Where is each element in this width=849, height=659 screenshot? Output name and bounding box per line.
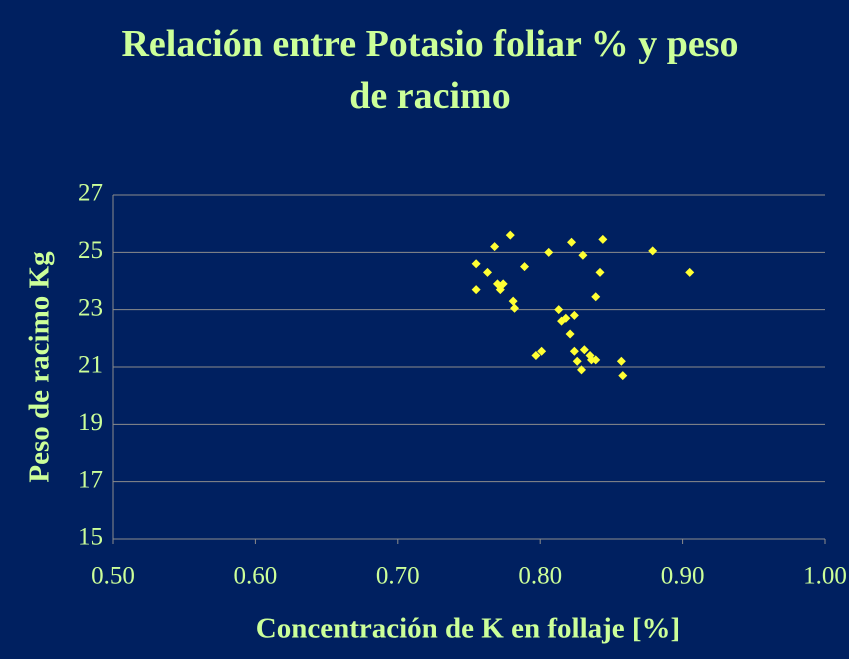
data-point <box>569 310 579 320</box>
data-point <box>616 356 626 366</box>
x-tick-label: 0.60 <box>234 563 278 590</box>
data-point <box>591 355 601 365</box>
y-tick-label: 19 <box>78 409 103 436</box>
data-point <box>567 237 577 247</box>
data-point <box>483 267 493 277</box>
data-point <box>685 267 695 277</box>
data-point <box>520 262 530 272</box>
data-point <box>505 230 515 240</box>
y-tick-label: 17 <box>78 466 103 493</box>
y-tick-label: 27 <box>78 180 103 207</box>
data-point <box>498 279 508 289</box>
y-axis-label: Peso de racimo Kg <box>24 251 56 483</box>
x-tick-label: 0.70 <box>376 563 420 590</box>
data-point <box>490 242 500 252</box>
data-point <box>510 303 520 313</box>
x-tick-label: 1.00 <box>803 563 847 590</box>
data-point <box>531 351 541 361</box>
data-point <box>554 305 564 315</box>
data-point <box>618 371 628 381</box>
x-axis-label: Concentración de K en follaje [%] <box>256 613 680 645</box>
data-point <box>595 267 605 277</box>
x-tick-label: 0.90 <box>661 563 705 590</box>
data-point <box>544 247 554 257</box>
y-tick-label: 15 <box>78 524 103 551</box>
y-tick-label: 25 <box>78 237 103 264</box>
y-tick-label: 23 <box>78 294 103 321</box>
data-point <box>537 346 547 356</box>
data-point <box>576 365 586 375</box>
data-point <box>572 356 582 366</box>
data-point <box>508 296 518 306</box>
data-point <box>591 292 601 302</box>
data-point <box>648 246 658 256</box>
data-point <box>598 234 608 244</box>
chart-title: Relación entre Potasio foliar % y peso d… <box>121 23 739 117</box>
data-point <box>578 250 588 260</box>
x-tick-label: 0.80 <box>518 563 562 590</box>
data-point <box>579 345 589 355</box>
x-tick-label: 0.50 <box>91 563 135 590</box>
data-point <box>471 259 481 269</box>
data-point <box>565 329 575 339</box>
data-point <box>569 346 579 356</box>
y-tick-label: 21 <box>78 352 103 379</box>
data-point <box>561 313 571 323</box>
data-point <box>471 285 481 295</box>
